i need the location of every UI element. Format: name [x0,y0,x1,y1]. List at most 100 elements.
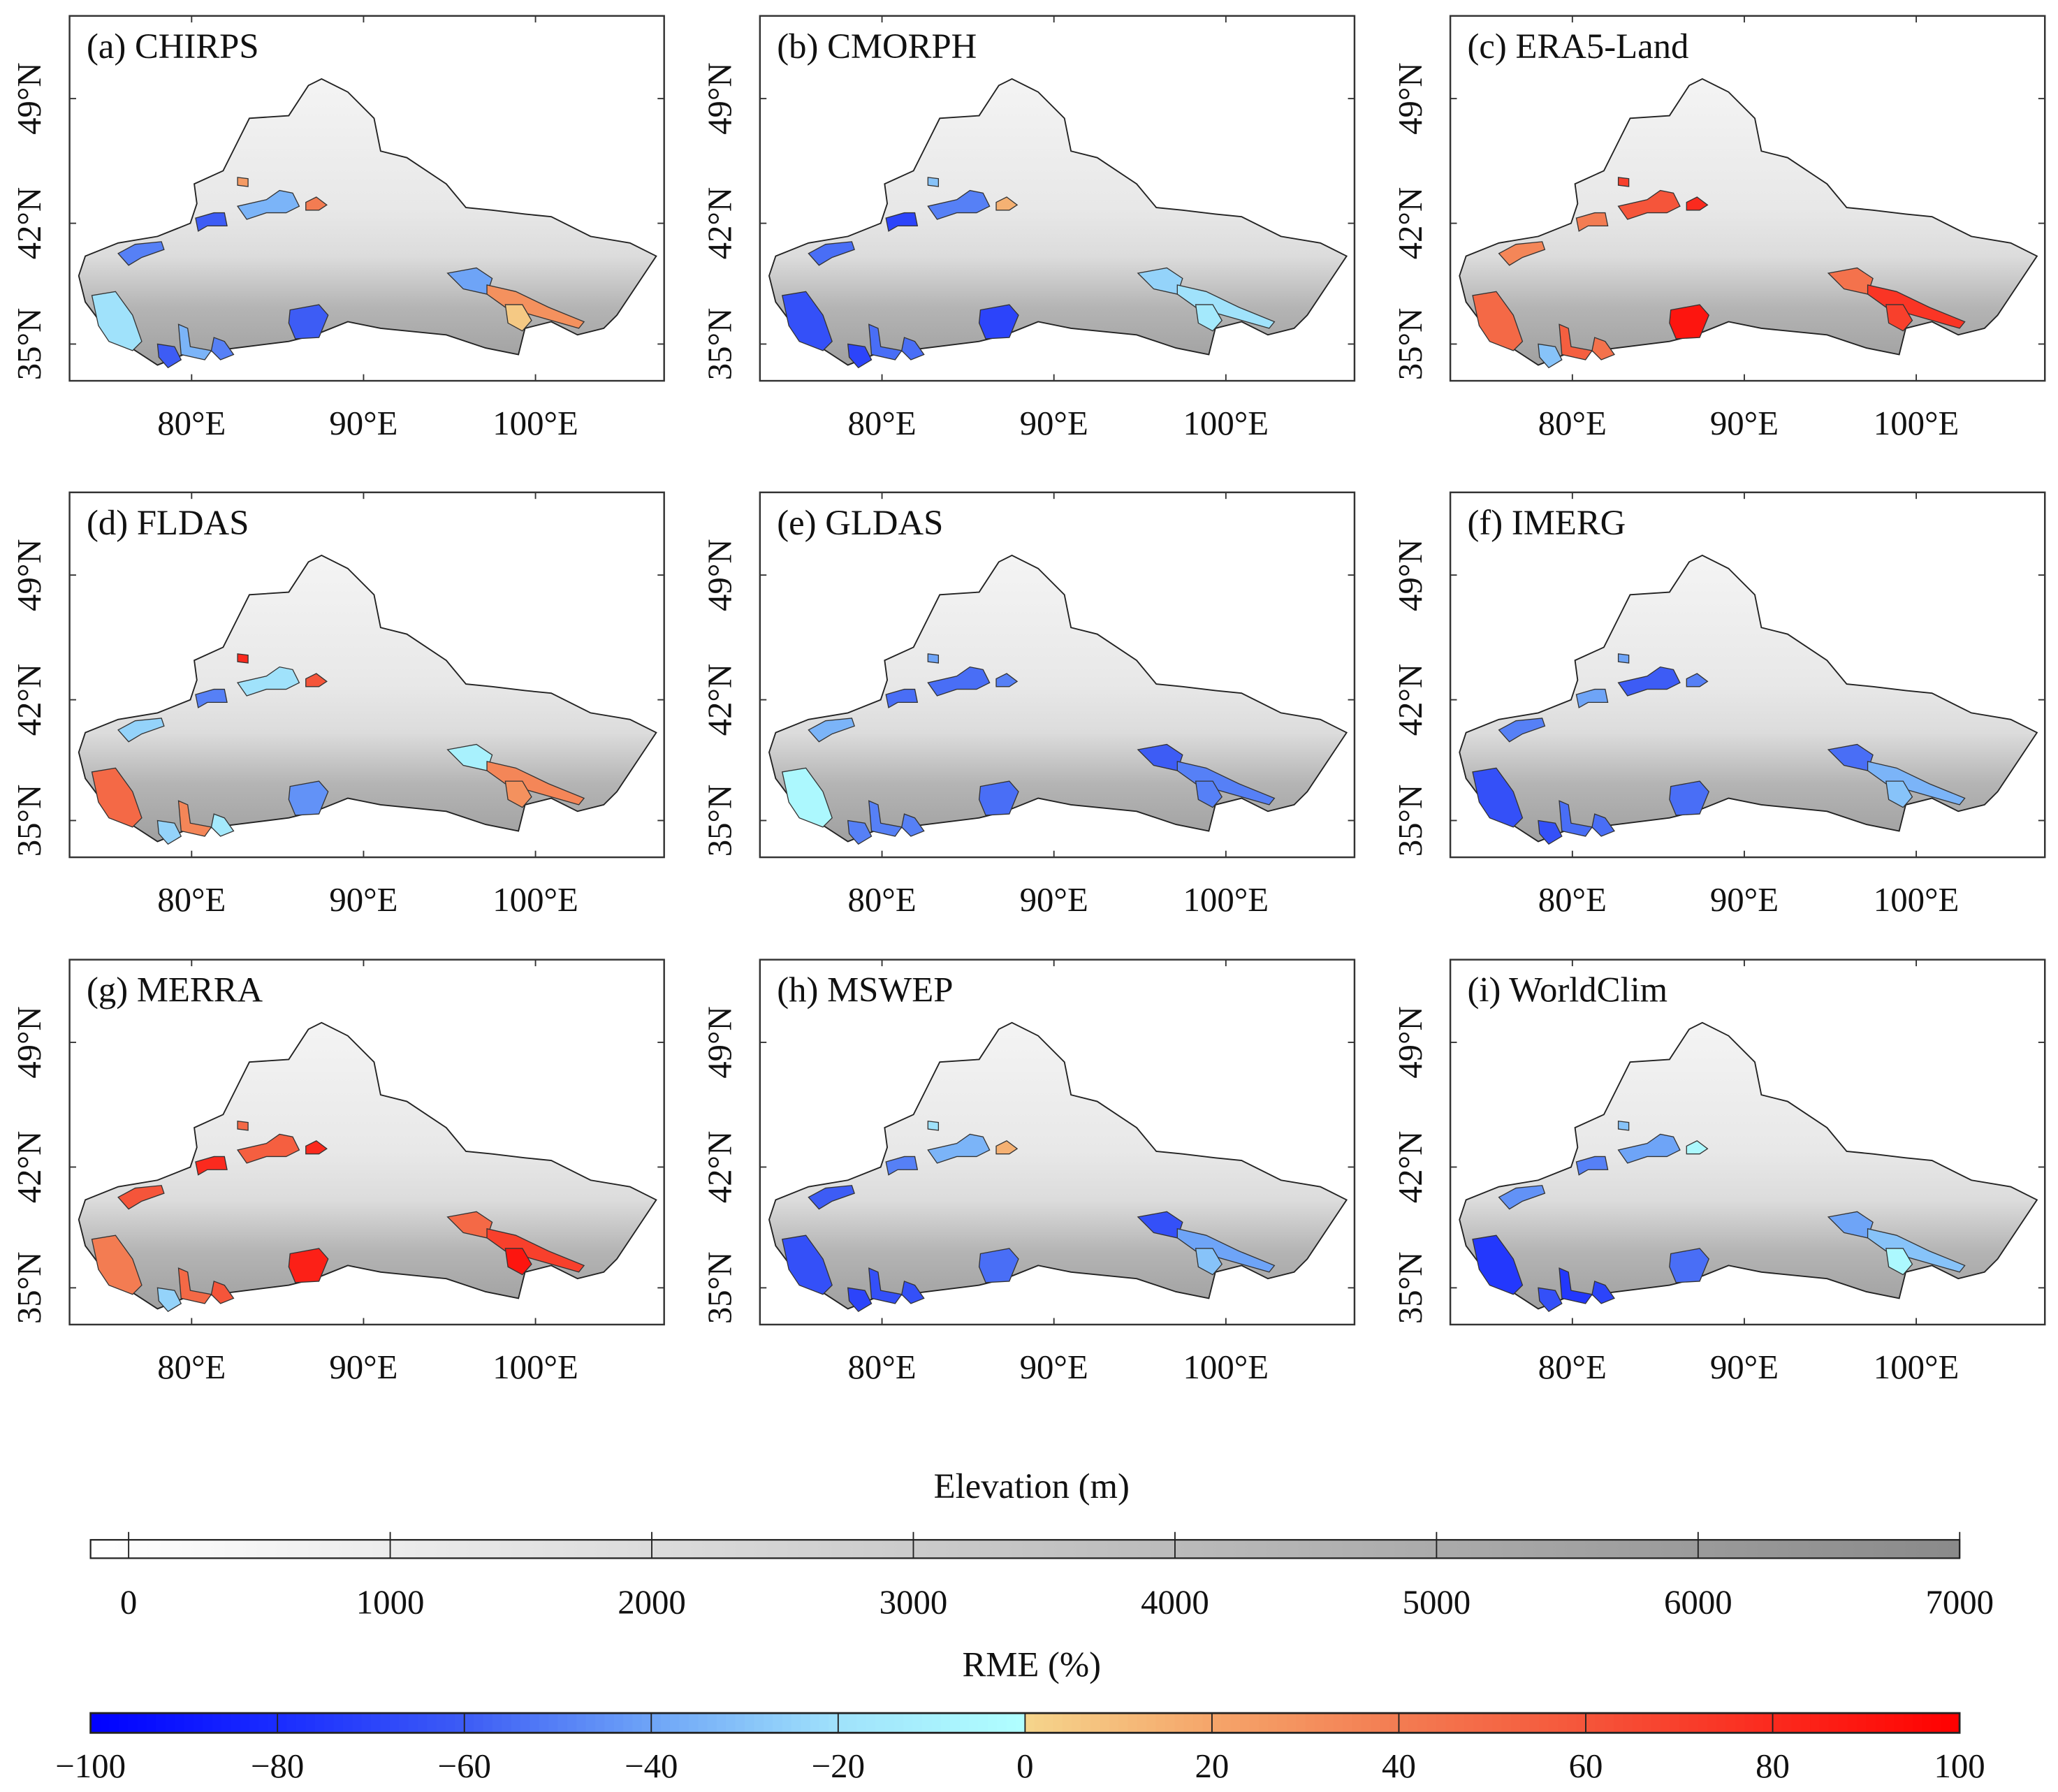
basin-south-1 [156,1287,182,1312]
rme-colorbar-title: RME (%) [962,1645,1101,1684]
rme-colorbar-segment [576,1713,587,1733]
basin-east-2 [1176,284,1276,329]
basin-south-1 [1538,819,1563,845]
rme-colorbar-segment [258,1713,269,1733]
rme-colorbar-segment [613,1713,625,1733]
basin-central-south [978,1248,1019,1283]
basin-central-south [288,1248,329,1283]
rme-tick-label: −100 [55,1747,126,1785]
basin-east-2 [1176,1228,1276,1273]
map-panel: (a) CHIRPS 49°N 42°N 35°N 80°E 90°E 100°E [10,15,665,442]
lon-tick-label: 80°E [1538,880,1607,919]
rme-colorbar-segment [548,1713,559,1733]
rme-colorbar-segment [352,1713,363,1733]
rme-colorbar-segment [90,1713,101,1733]
rme-colorbar-segment [670,1713,680,1733]
basin-tianshan-mid [927,666,991,697]
lat-tick-label: 35°N [10,1252,48,1325]
rme-colorbar-segment [1015,1713,1026,1733]
lon-tick-label: 100°E [1183,880,1269,919]
rme-colorbar-segment [1296,1713,1306,1733]
basin-west-north [117,1185,165,1210]
rme-colorbar-segment [1053,1713,1063,1733]
rme-colorbar-segment [483,1713,493,1733]
rme-colorbar-segment [1604,1713,1615,1733]
rme-colorbar-segment [128,1713,138,1733]
basin-tianshan-mid [236,1133,300,1164]
basin-south-3 [901,813,925,837]
rme-colorbar-segment [249,1713,260,1733]
rme-colorbar-segment [969,1713,979,1733]
basin-southwest-large [91,1234,143,1295]
rme-colorbar-segment [1118,1713,1129,1733]
basin-west-north [1498,1185,1546,1210]
lon-tick-label: 90°E [1710,1348,1779,1386]
panel-title: (h) MSWEP [777,970,953,1010]
lon-tick-label: 100°E [492,404,578,442]
basin-tianshan-mid [1617,189,1681,220]
lon-tick-label: 80°E [847,404,916,442]
rme-colorbar-segment [455,1713,465,1733]
basin-east-3 [1885,1248,1913,1276]
rme-colorbar-segment [1828,1713,1839,1733]
basin-west-north [808,717,855,743]
panel-title: (b) CMORPH [777,27,977,66]
basin-west-north [808,241,855,266]
rme-colorbar-segment [894,1713,905,1733]
basin-tianshan-small [237,653,249,664]
rme-colorbar-segment [389,1713,400,1733]
rme-colorbar-segment [520,1713,531,1733]
lat-tick-label: 49°N [10,62,48,135]
rme-colorbar-segment [1838,1713,1848,1733]
lat-tick-label: 49°N [1391,62,1429,135]
lat-tick-label: 35°N [1391,308,1429,381]
lat-tick-label: 49°N [10,1006,48,1079]
rme-colorbar-segment [1529,1713,1540,1733]
basin-tianshan-mid [927,189,991,220]
rme-colorbar-segment [773,1713,783,1733]
rme-colorbar-segment [1333,1713,1344,1733]
basin-southwest-large [1472,1234,1524,1295]
lon-tick-label: 90°E [329,880,397,919]
elevation-tick-label: 4000 [1141,1582,1209,1621]
basin-southwest-large [781,767,833,828]
map-panel: (e) GLDAS 49°N 42°N 35°N 80°E 90°E 100°E [701,491,1356,919]
rme-colorbar-segment [1137,1713,1148,1733]
rme-colorbar-segment [1894,1713,1904,1733]
basin-east-3 [1885,304,1913,332]
rme-colorbar-segment [940,1713,951,1733]
basin-tianshan-small [927,653,940,664]
rme-colorbar-segment [1623,1713,1633,1733]
rme-colorbar-segment [1193,1713,1204,1733]
lon-tick-label: 80°E [847,880,916,919]
rme-colorbar-segment [1800,1713,1811,1733]
rme-colorbar-segment [679,1713,689,1733]
basin-tianshan-east [1686,196,1709,211]
rme-colorbar-segment [1567,1713,1577,1733]
rme-colorbar-segment [1716,1713,1727,1733]
rme-colorbar-segment [1174,1713,1185,1733]
lon-tick-label: 80°E [847,1348,916,1386]
rme-colorbar-segment [1651,1713,1661,1733]
basin-central-south [1669,780,1709,816]
basin-south-1 [156,819,182,845]
lat-tick-label: 35°N [1391,1252,1429,1325]
basin-east-2 [486,761,585,806]
rme-colorbar-segment [595,1713,606,1733]
rme-colorbar-segment [240,1713,250,1733]
basin-south-3 [901,337,925,360]
basin-tianshan-mid [927,1133,991,1164]
lat-tick-label: 42°N [701,1131,739,1204]
basin-tianshan-small [1617,653,1630,664]
basin-south-3 [1591,337,1615,360]
lon-tick-label: 80°E [157,404,226,442]
rme-colorbar-segment [445,1713,456,1733]
basin-southwest-large [1472,767,1524,828]
rme-colorbar-segment [1090,1713,1101,1733]
rme-colorbar-segment [370,1713,381,1733]
rme-colorbar-segment [333,1713,344,1733]
rme-colorbar-segment [1249,1713,1260,1733]
basin-tianshan-mid [236,189,300,220]
basin-south-1 [1538,343,1563,369]
